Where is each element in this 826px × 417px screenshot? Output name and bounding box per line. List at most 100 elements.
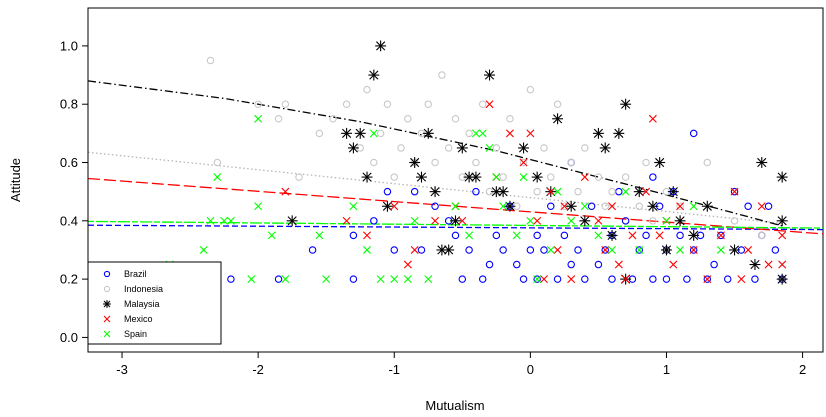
point-brazil [390,246,398,254]
point-malaysia [518,142,530,154]
point-brazil [676,231,684,240]
point-malaysia [361,171,373,183]
legend-item-spain: Spain [103,329,147,339]
point-spain [465,231,474,240]
point-mexico [560,202,569,211]
point-malaysia [422,127,434,139]
point-spain [533,275,542,284]
point-indonesia [757,231,766,240]
point-indonesia [499,173,507,181]
point-brazil [451,231,460,240]
point-brazil [717,231,725,240]
point-mexico [778,260,787,269]
point-brazil [730,187,739,196]
point-brazil [751,275,759,283]
point-brazil [472,187,480,196]
point-mexico [621,275,630,284]
point-malaysia [633,186,645,198]
point-mexico [778,231,787,240]
point-malaysia [667,186,679,198]
point-indonesia [581,144,589,152]
point-indonesia [608,187,616,196]
point-indonesia [553,100,562,108]
legend-label-malaysia: Malaysia [124,299,160,309]
point-spain [485,143,494,152]
legend-label-indonesia: Indonesia [124,284,163,294]
point-indonesia [533,187,541,196]
x-tick-label: 0 [527,362,534,377]
legend-item-malaysia: Malaysia [103,299,160,309]
point-spain [226,216,235,225]
point-malaysia [443,244,455,256]
point-malaysia [347,142,359,154]
point-indonesia [465,129,473,138]
point-mexico [390,202,399,211]
point-mexico [431,216,440,225]
point-spain [254,202,263,211]
point-mexico [539,275,548,284]
point-malaysia [674,215,686,227]
trend-line-brazil [87,224,824,231]
point-mexico [703,275,712,284]
point-indonesia [649,217,657,225]
point-brazil [574,246,582,254]
legend-item-indonesia: Indonesia [103,284,163,294]
point-malaysia [456,142,468,154]
point-malaysia [381,200,393,212]
point-mexico [519,158,528,167]
point-brazil [533,275,541,283]
point-brazil [764,202,773,210]
point-brazil [689,129,698,138]
legend-marker-mexico [103,315,111,323]
point-mexico [648,114,657,123]
point-brazil [410,187,419,196]
point-indonesia [472,158,480,167]
trend-line-malaysia [87,80,786,228]
point-brazil [649,173,657,181]
point-brazil [308,246,317,254]
point-indonesia [274,115,283,123]
point-mexico [505,129,514,138]
point-indonesia [574,187,582,196]
y-tick-label: 0.6 [60,155,78,170]
point-brazil [723,275,732,283]
point-brazil [560,231,569,240]
point-spain [519,173,528,182]
point-indonesia [703,158,712,167]
point-spain [512,231,521,240]
point-spain [247,275,256,284]
point-brazil [649,275,657,283]
point-malaysia [729,244,740,256]
point-spain [716,245,725,254]
point-brazil [601,246,609,254]
point-malaysia [599,142,611,154]
point-brazil [608,275,616,283]
point-malaysia [470,171,482,183]
point-spain [580,202,589,211]
point-brazil [526,246,535,254]
point-brazil [478,275,487,283]
point-mexico [546,187,555,196]
point-mexico [281,187,290,196]
point-spain [390,275,399,284]
x-tick-label: -1 [388,362,400,377]
point-brazil [662,275,671,283]
point-indonesia [431,158,439,167]
point-spain [492,173,501,182]
point-brazil [465,246,473,254]
point-malaysia [701,200,713,212]
point-malaysia [341,127,353,139]
point-spain [403,275,412,284]
point-mexico [526,129,535,138]
point-mexico [601,245,610,254]
point-malaysia [776,215,788,227]
point-brazil [383,187,392,196]
point-indonesia [397,144,405,152]
point-brazil [683,275,691,283]
point-mexico [764,260,773,269]
point-mexico [410,245,419,254]
point-malaysia [531,171,543,183]
point-indonesia [444,144,453,152]
point-spain [369,129,378,138]
